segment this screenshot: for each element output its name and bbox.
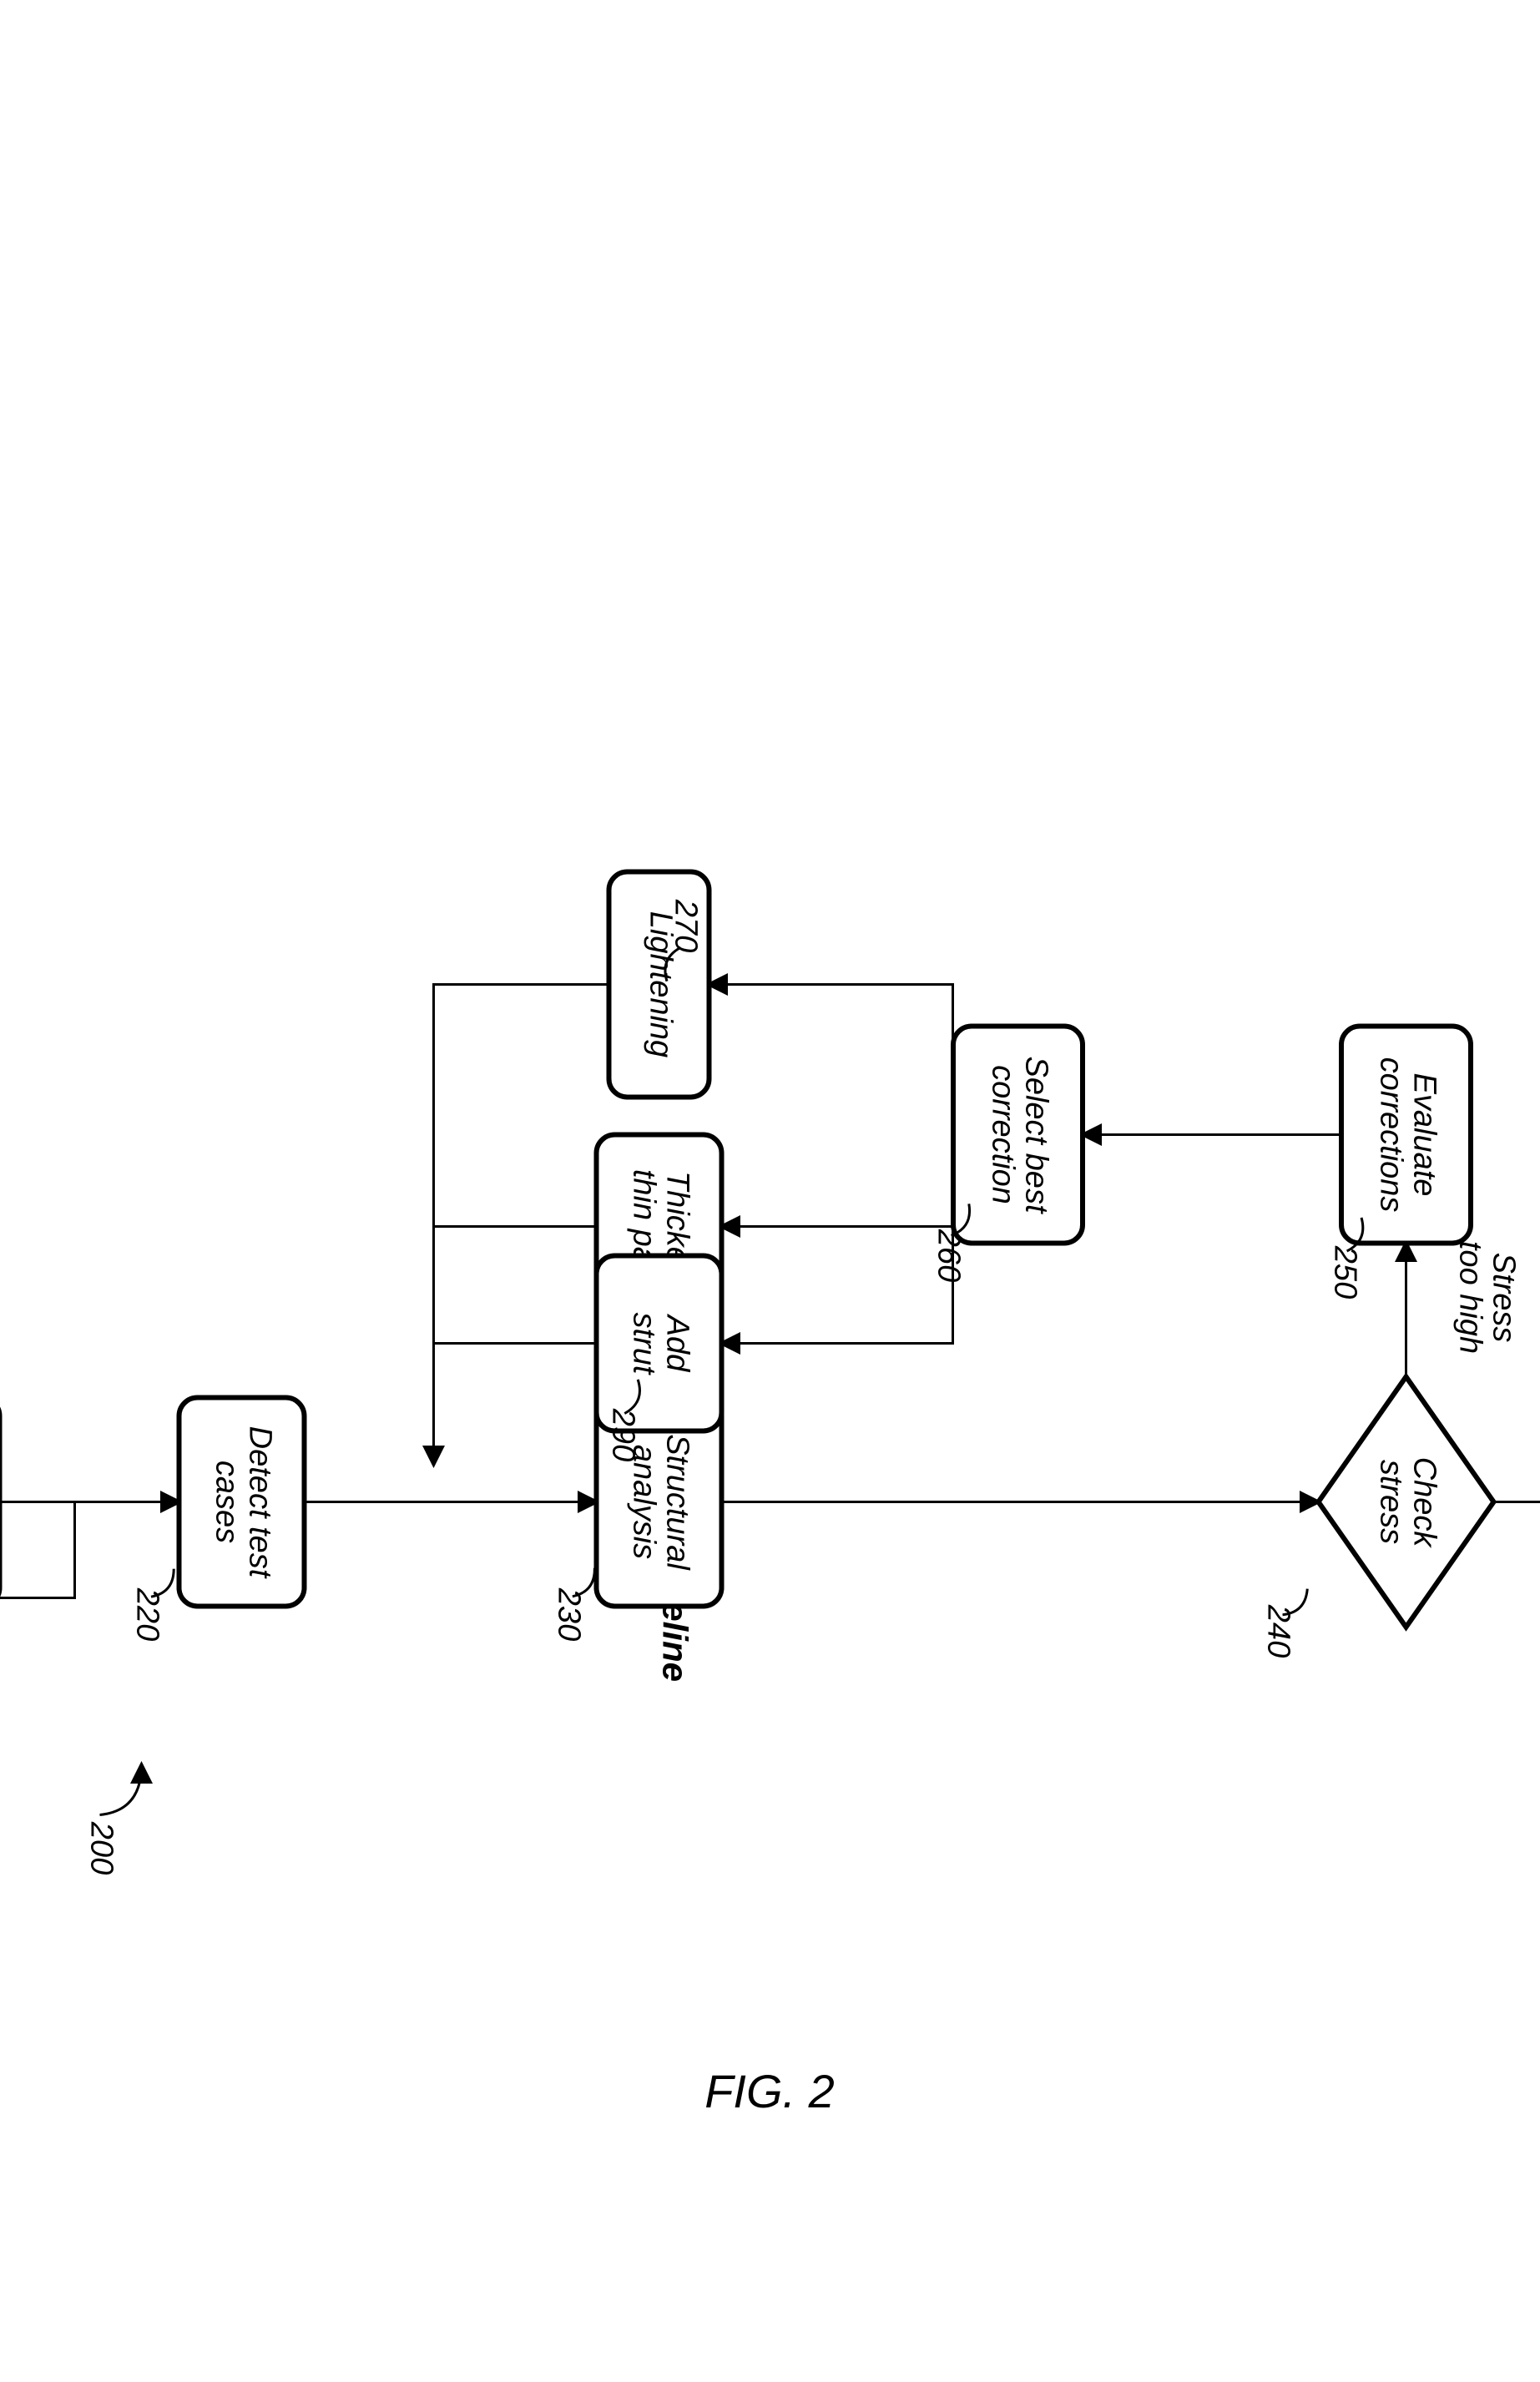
edge-e_260_290 (722, 1214, 953, 1344)
pipeline-flowchart: Pipeline Lightening210Detect testcases22… (0, 872, 1540, 1875)
edge-e_280_230 (434, 1227, 597, 1344)
node-250: Evaluatecorrections (1341, 1027, 1471, 1244)
label-ref200: 200 (83, 1821, 119, 1875)
ref-290: 290 (605, 1408, 640, 1461)
edge-e_260_270 (709, 985, 953, 1056)
label-stress_too_high: Stresstoo high (1453, 1241, 1522, 1354)
edge-e_290_230 (434, 1344, 597, 1465)
node-290: Addstrut (597, 1256, 722, 1431)
edge-e_210_220 (0, 1502, 179, 1598)
ref-200-arrow (100, 1765, 142, 1815)
edge-e_270_230 (434, 985, 609, 1227)
figure-caption: FIG. 2 (704, 2065, 835, 2117)
svg-text:Checkstress: Checkstress (1374, 1457, 1442, 1549)
svg-text:Select bestcorrection: Select bestcorrection (986, 1057, 1054, 1214)
ref-260: 260 (931, 1229, 966, 1282)
svg-text:Evaluatecorrections: Evaluatecorrections (1374, 1057, 1442, 1213)
svg-text:Addstrut: Addstrut (627, 1313, 695, 1375)
node-260: Select bestcorrection (953, 1027, 1083, 1244)
node-220: Detect testcases (179, 1398, 305, 1607)
node-240: Checkstress (1319, 1377, 1494, 1628)
ref-270: 270 (668, 899, 703, 952)
ref-250: 250 (1327, 1245, 1362, 1299)
nodes: Lightening210Detect testcases220Structur… (0, 872, 1494, 1658)
ref-230: 230 (551, 1587, 586, 1641)
edge-e_260_280 (722, 1181, 953, 1227)
